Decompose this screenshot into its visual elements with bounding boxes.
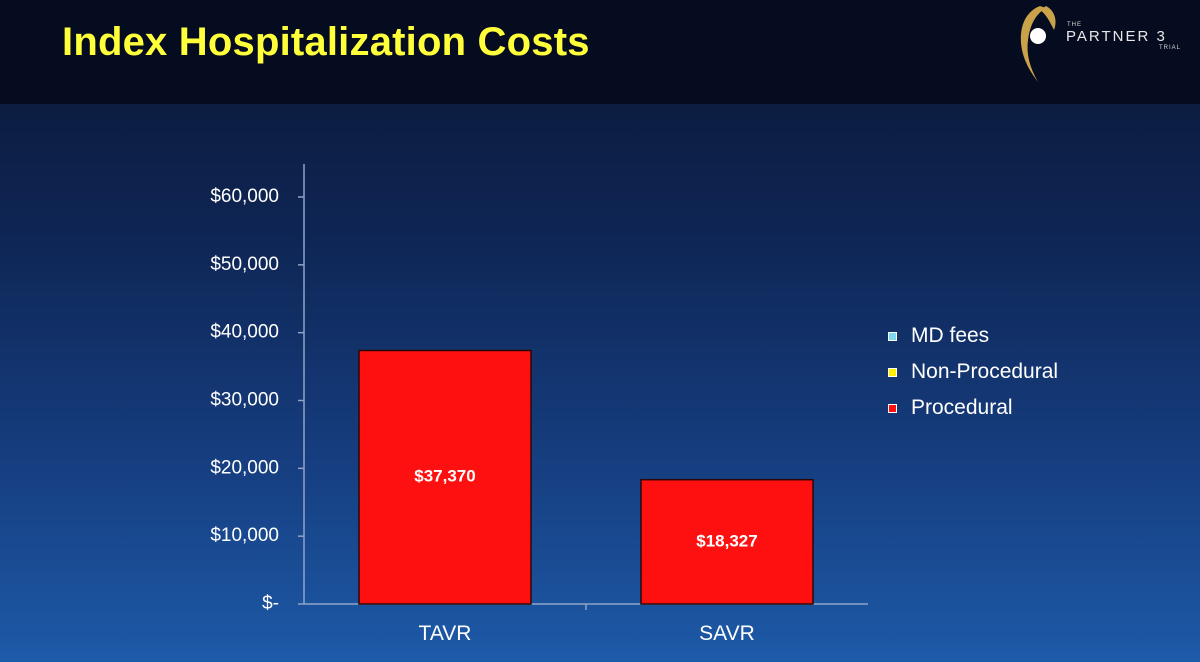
legend-swatch-non-procedural [888, 367, 897, 377]
data-label-savr: $18,327 [696, 531, 757, 550]
y-tick-label: $60,000 [210, 186, 279, 207]
legend-swatch-procedural [888, 403, 897, 413]
y-tick-label: $20,000 [210, 457, 279, 478]
partner-logo-emblem-icon [1020, 6, 1056, 82]
partner3-logo: THE PARTNER 3 TRIAL [1010, 0, 1190, 90]
legend-label-non-procedural: Non-Procedural [911, 360, 1059, 383]
y-tick-label: $40,000 [210, 322, 279, 343]
legend-label-md-fees: MD fees [911, 324, 990, 347]
y-tick-label: $- [262, 593, 279, 614]
y-tick-label: $10,000 [210, 525, 279, 546]
slide-title: Index Hospitalization Costs [62, 20, 590, 64]
logo-the: THE [1067, 22, 1082, 28]
logo-name: PARTNER 3 [1066, 28, 1167, 45]
chart-legend: MD fees Non-Procedural Procedural [888, 318, 1058, 426]
legend-item-md-fees: MD fees [888, 318, 1058, 354]
chart-bars: $37,370 $18,327 [358, 349, 814, 605]
legend-item-non-procedural: Non-Procedural [888, 354, 1058, 390]
data-label-tavr: $37,370 [414, 467, 475, 486]
y-tick-label: $50,000 [210, 254, 279, 275]
y-tick-label: $30,000 [210, 390, 279, 411]
legend-label-procedural: Procedural [911, 396, 1013, 419]
bar-savr-procedural [640, 478, 814, 605]
category-label-tavr: TAVR [419, 622, 472, 645]
x-axis-categories: TAVR SAVR [419, 604, 755, 645]
y-axis-ticks: $- $10,000 $20,000 $30,000 $40,000 $50,000 $60… [210, 186, 304, 614]
bar-tavr-procedural [358, 349, 532, 605]
legend-swatch-md-fees [888, 331, 897, 341]
slide-header: Index Hospitalization Costs THE PARTNER … [0, 0, 1200, 104]
logo-trial: TRIAL [1159, 45, 1182, 51]
legend-item-procedural: Procedural [888, 390, 1058, 426]
category-label-savr: SAVR [699, 622, 755, 645]
